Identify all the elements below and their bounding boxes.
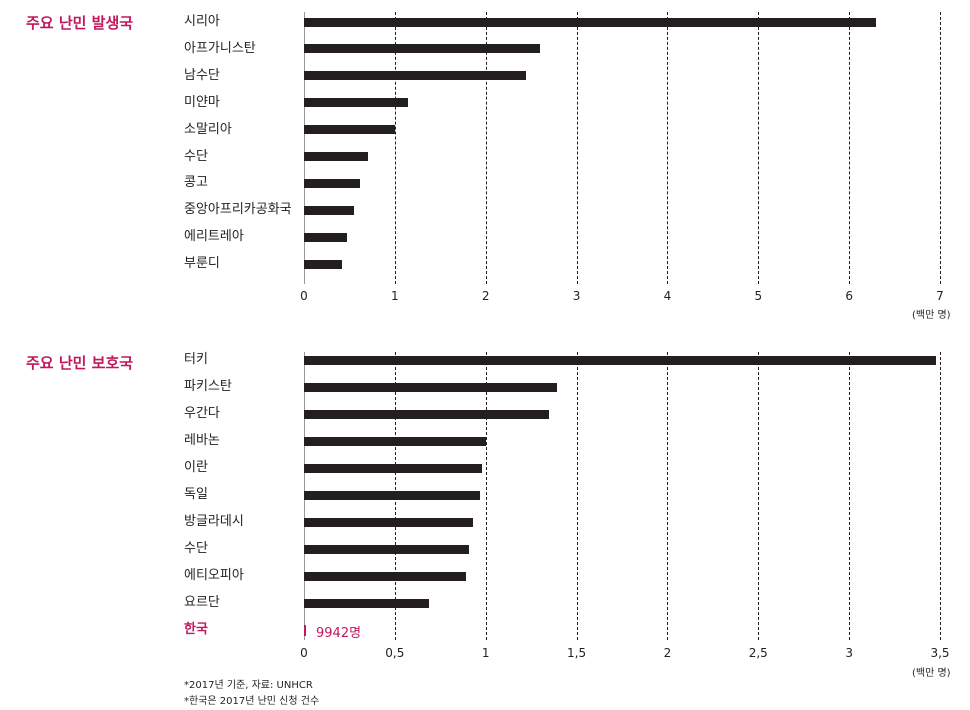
bar: [304, 17, 877, 27]
bar: [304, 125, 395, 135]
gridline: [758, 12, 759, 284]
category-label: 중앙아프리카공화국: [184, 202, 292, 218]
gridline: [577, 12, 578, 284]
bar: [304, 98, 409, 108]
x-tick-label: 4: [663, 289, 672, 303]
gridline: [667, 12, 668, 284]
bar: [304, 44, 541, 54]
category-label: 아프가니스탄: [184, 40, 256, 56]
footnote-korea: *한국은 2017년 난민 신청 건수: [184, 696, 320, 707]
category-label: 시리아: [184, 14, 220, 29]
x-tick-label: 3: [845, 646, 853, 660]
chart-title: 주요 난민 보호국: [26, 354, 134, 372]
x-tick-label: 3,5: [930, 646, 950, 660]
gridline: [577, 352, 578, 640]
x-tick-label: 0: [300, 646, 308, 660]
category-label: 한국: [184, 622, 208, 637]
category-label: 레바논: [184, 433, 220, 448]
bar: [304, 152, 368, 161]
x-tick-label: 0: [300, 289, 308, 303]
category-label: 요르단: [184, 595, 220, 610]
bar: [304, 436, 486, 446]
bar: [304, 517, 473, 527]
x-tick-label: 5: [754, 289, 763, 303]
x-tick-label: 1,5: [567, 646, 587, 660]
footnote-source: *2017년 기준, 자료: UNHCR: [184, 680, 313, 691]
category-label: 미얀마: [184, 94, 220, 110]
gridline: [940, 352, 941, 640]
bar: [304, 571, 466, 581]
bar: [304, 598, 430, 608]
x-tick-label: 7: [936, 289, 944, 303]
x-axis-unit: (백만 명): [912, 310, 951, 321]
category-label: 이란: [184, 460, 208, 475]
bar: [304, 178, 361, 188]
bar: [304, 71, 526, 81]
gridline: [849, 352, 850, 640]
bar: [304, 463, 483, 473]
category-label: 방글라데시: [184, 514, 244, 529]
x-tick-label: 6: [845, 289, 853, 303]
gridline: [758, 352, 759, 640]
category-label: 부룬디: [184, 256, 220, 272]
bar: [304, 624, 306, 636]
chart-title: 주요 난민 발생국: [26, 14, 134, 32]
category-label: 우간다: [184, 406, 220, 421]
x-tick-label: 1: [391, 289, 399, 303]
gridline: [395, 12, 396, 284]
category-label: 터키: [184, 352, 208, 367]
category-label: 에티오피아: [184, 568, 244, 583]
bar: [304, 355, 937, 365]
bar: [304, 205, 354, 215]
gridline: [940, 12, 941, 284]
bar: [304, 490, 481, 500]
x-tick-label: 3: [572, 289, 581, 303]
category-label: 독일: [184, 487, 208, 502]
gridline: [486, 352, 487, 640]
x-tick-label: 0,5: [385, 646, 405, 660]
gridline: [486, 12, 487, 284]
bar: [304, 259, 343, 269]
bar: [304, 382, 557, 392]
gridline: [849, 12, 850, 284]
x-tick-label: 2,5: [748, 646, 768, 660]
category-label: 파키스탄: [184, 379, 232, 394]
category-label: 남수단: [184, 67, 220, 83]
x-tick-label: 2: [663, 646, 672, 660]
x-tick-label: 1: [481, 646, 490, 660]
data-label: 9942명: [316, 626, 362, 641]
category-label: 소말리아: [184, 121, 232, 137]
category-label: 수단: [184, 148, 208, 164]
x-axis-unit: (백만 명): [912, 668, 951, 679]
category-label: 콩고: [184, 175, 208, 191]
gridline: [667, 352, 668, 640]
x-tick-label: 2: [481, 289, 490, 303]
category-label: 에리트레아: [184, 229, 244, 245]
bar: [304, 409, 550, 419]
bar: [304, 232, 347, 242]
category-label: 수단: [184, 541, 208, 556]
bar: [304, 544, 470, 554]
y-axis-line: [304, 12, 305, 284]
